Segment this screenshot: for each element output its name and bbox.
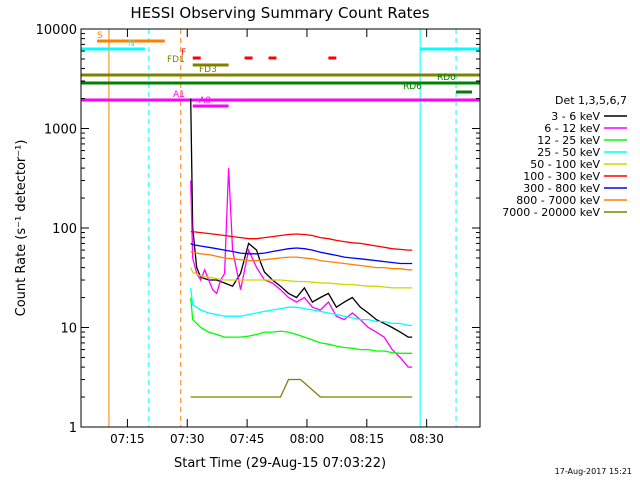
series-line-5 — [190, 230, 413, 251]
x-axis-label: Start Time (29-Aug-15 07:03:22) — [174, 456, 386, 471]
legend-title: Det 1,3,5,6,7 — [555, 94, 627, 107]
y-tick-label-1: 10 — [60, 322, 77, 337]
x-tick-label-1: 07:30 — [170, 432, 205, 446]
series-lines — [190, 98, 413, 398]
time-markers — [108, 29, 457, 427]
status-label-9: RD0 — [437, 73, 456, 83]
series-line-0 — [190, 98, 413, 338]
x-tick-label-5: 08:30 — [409, 432, 444, 446]
y-tick-label-3: 1000 — [44, 123, 77, 138]
y-tick-label-2: 100 — [52, 222, 77, 237]
legend-label-1: 6 - 12 keV — [544, 122, 600, 135]
legend-label-3: 25 - 50 keV — [537, 146, 600, 159]
legend-label-2: 12 - 25 keV — [537, 134, 600, 147]
status-label-10: RD6 — [403, 82, 422, 92]
legend-label-6: 300 - 800 keV — [523, 182, 600, 195]
y-tick-label-4: 10000 — [36, 23, 77, 38]
x-tick-label-4: 08:15 — [350, 432, 385, 446]
status-label-0: S — [97, 31, 103, 41]
chart-title: HESSI Observing Summary Count Rates — [130, 4, 429, 22]
status-label-3: F — [181, 48, 186, 58]
y-axis-label: Count Rate (s⁻¹ detector⁻¹) — [14, 140, 29, 317]
series-line-6 — [190, 242, 413, 265]
status-label-1: N — [128, 39, 135, 49]
series-line-8 — [190, 378, 413, 398]
series-line-3 — [190, 287, 413, 327]
footer-timestamp: 17-Aug-2017 15:21 — [555, 467, 632, 476]
legend-label-5: 100 - 300 keV — [523, 170, 600, 183]
legend-label-7: 800 - 7000 keV — [516, 194, 600, 207]
status-label-11: A1 — [173, 90, 185, 100]
series-line-2 — [190, 297, 413, 354]
legend-label-4: 50 - 100 keV — [530, 158, 600, 171]
x-tick-label-0: 07:15 — [110, 432, 145, 446]
series-line-1 — [190, 168, 413, 368]
y-tick-label-0: 1 — [69, 421, 77, 436]
x-tick-label-2: 07:45 — [230, 432, 265, 446]
legend-label-8: 7000 - 20000 keV — [502, 206, 600, 219]
x-axis-ticks: 07:15 07:30 07:45 08:00 08:15 08:30 — [110, 29, 444, 446]
status-label-7: FD1 — [167, 55, 185, 65]
status-label-8: FD3 — [199, 65, 217, 75]
series-line-4 — [190, 267, 413, 289]
y-axis-ticks: 1 10 100 1000 10000 — [36, 23, 480, 436]
legend-label-0: 3 - 6 keV — [551, 110, 600, 123]
x-tick-label-3: 08:00 — [290, 432, 325, 446]
status-label-12: A0 — [199, 96, 211, 106]
series-line-7 — [190, 250, 413, 271]
